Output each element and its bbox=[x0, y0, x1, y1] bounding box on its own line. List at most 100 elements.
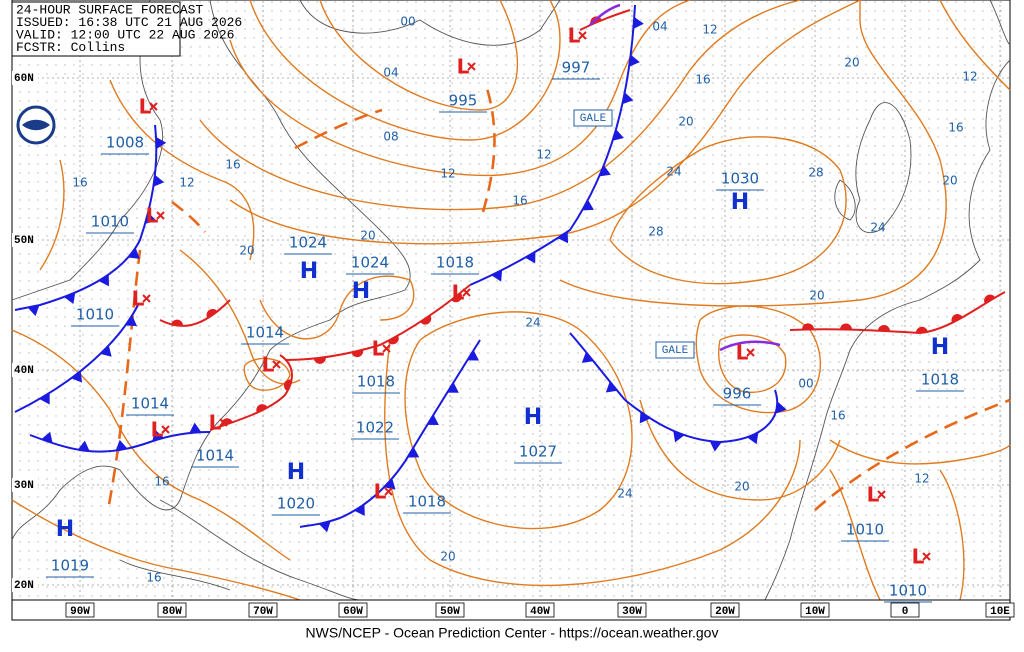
low-center: L bbox=[151, 418, 164, 442]
front-symbol bbox=[71, 371, 83, 383]
lat-label: 40N bbox=[14, 365, 34, 377]
warm-semicircle bbox=[313, 357, 326, 364]
isobar bbox=[229, 0, 691, 177]
low-center: L bbox=[139, 95, 152, 119]
pressure-label: 995 bbox=[449, 92, 478, 110]
isobar-label: 12 bbox=[179, 176, 194, 190]
isobar-label: 04 bbox=[383, 66, 398, 80]
pressure-label: 1030 bbox=[721, 170, 759, 188]
isobar-label: 24 bbox=[617, 487, 632, 501]
coastline bbox=[119, 559, 231, 591]
warm-semicircle bbox=[839, 323, 852, 330]
isobar bbox=[109, 79, 255, 261]
front-symbol bbox=[427, 414, 439, 426]
isobar bbox=[243, 357, 291, 391]
isobar-label: 16 bbox=[830, 409, 845, 423]
front-symbol bbox=[673, 430, 685, 443]
isobar bbox=[319, 0, 519, 111]
front-symbol bbox=[622, 92, 634, 105]
front-symbol bbox=[801, 323, 814, 330]
front-symbol bbox=[64, 292, 76, 305]
cold-triangle bbox=[525, 251, 536, 264]
cold-triangle bbox=[605, 381, 618, 393]
cold-triangle bbox=[156, 136, 167, 149]
pressure-label: 997 bbox=[562, 59, 591, 77]
low-center: L bbox=[372, 337, 385, 361]
pressure-label: 1014 bbox=[131, 395, 169, 413]
high-center: H bbox=[56, 517, 74, 542]
cold-triangle bbox=[115, 439, 128, 451]
low-center: L bbox=[736, 341, 749, 365]
pressure-label: 1014 bbox=[246, 324, 284, 342]
cold-triangle bbox=[639, 411, 651, 424]
warm-front bbox=[284, 284, 471, 361]
pressure-label: 1008 bbox=[106, 134, 144, 152]
low-x-mark bbox=[462, 288, 471, 297]
header-box bbox=[11, 1, 181, 57]
front-symbol bbox=[283, 379, 292, 392]
coastline bbox=[159, 499, 361, 601]
front-symbol bbox=[605, 381, 618, 393]
high-center: H bbox=[352, 279, 370, 304]
pressure-label: 1018 bbox=[921, 371, 959, 389]
isobar bbox=[404, 311, 633, 530]
pressure-label: 996 bbox=[723, 385, 752, 403]
isobar-label: 16 bbox=[512, 194, 527, 208]
warm-semicircle bbox=[387, 335, 399, 345]
front-symbol bbox=[581, 351, 594, 363]
front-symbol bbox=[152, 429, 164, 442]
front-symbol bbox=[115, 439, 128, 451]
front-symbol bbox=[206, 308, 218, 319]
cold-triangle bbox=[775, 401, 787, 414]
isobar bbox=[11, 499, 301, 601]
isobar bbox=[829, 439, 1011, 465]
warm-semicircle bbox=[951, 314, 963, 323]
isobar bbox=[559, 0, 947, 307]
header-line: VALID: 12:00 UTC 22 AUG 2026 bbox=[16, 27, 234, 42]
isobar-label: 12 bbox=[702, 23, 717, 37]
cold-triangle bbox=[622, 92, 634, 105]
front-symbol bbox=[384, 478, 396, 490]
cold-front bbox=[14, 304, 139, 413]
isobar-label: 20 bbox=[440, 550, 455, 564]
footer: NWS/NCEP - Ocean Prediction Center - htt… bbox=[306, 625, 719, 641]
occluded-front bbox=[589, 3, 621, 26]
lat-label: 30N bbox=[14, 480, 34, 492]
cold-triangle bbox=[41, 431, 53, 444]
front-symbol bbox=[451, 292, 462, 303]
cold-triangle bbox=[447, 382, 459, 393]
front-symbol bbox=[407, 447, 420, 458]
low-x-mark bbox=[877, 490, 886, 499]
cold-triangle bbox=[384, 478, 396, 490]
pressure-label: 1014 bbox=[196, 447, 234, 465]
coastline bbox=[989, 0, 1011, 46]
front-symbol bbox=[629, 54, 640, 67]
isobar bbox=[39, 159, 65, 271]
high-center: H bbox=[524, 405, 542, 430]
high-center: H bbox=[731, 190, 749, 215]
isobar-label: 28 bbox=[648, 225, 663, 239]
front-symbol bbox=[98, 274, 109, 287]
cold-triangle bbox=[467, 350, 479, 361]
lon-label: 20W bbox=[715, 606, 735, 618]
cold-triangle bbox=[747, 432, 759, 445]
stationary-front bbox=[29, 431, 211, 453]
pressure-label: 1010 bbox=[846, 521, 884, 539]
isobar-label: 04 bbox=[652, 20, 667, 34]
occluded-front bbox=[719, 340, 781, 352]
lon-label: 30W bbox=[622, 606, 642, 618]
warm-front bbox=[209, 354, 293, 431]
front-symbol bbox=[633, 16, 644, 29]
pressure-label: 1022 bbox=[356, 419, 394, 437]
warm-semicircle bbox=[915, 326, 928, 334]
cold-triangle bbox=[709, 441, 722, 452]
low-center: L bbox=[867, 483, 880, 507]
lon-label: 70W bbox=[253, 606, 273, 618]
gale-label: GALE bbox=[580, 113, 607, 125]
low-center: L bbox=[568, 24, 581, 48]
isobar bbox=[384, 339, 801, 587]
isobar bbox=[695, 305, 822, 414]
front-symbol bbox=[557, 231, 569, 244]
trough bbox=[294, 108, 383, 150]
low-center: L bbox=[374, 480, 387, 504]
